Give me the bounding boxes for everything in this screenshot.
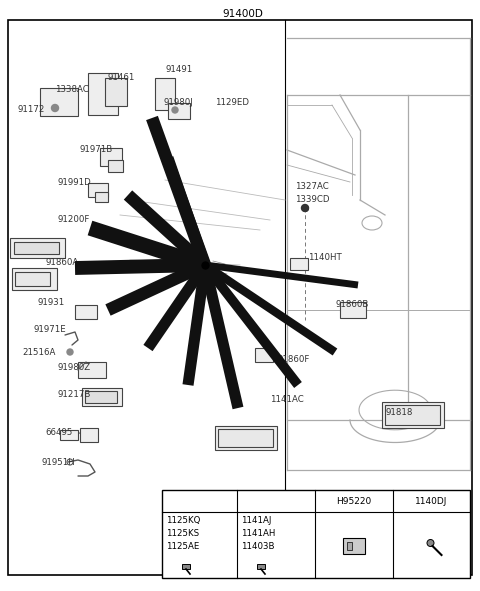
Bar [14, 242, 59, 254]
Bar [382, 402, 444, 428]
Bar [290, 258, 308, 270]
Text: 91172: 91172 [18, 105, 46, 114]
Text: 91860F: 91860F [278, 355, 311, 364]
Bar [78, 362, 106, 378]
Bar [255, 348, 273, 362]
Circle shape [427, 540, 434, 547]
Bar [347, 542, 352, 550]
Text: 66495: 66495 [45, 428, 72, 437]
Circle shape [301, 204, 309, 212]
Text: 91860A: 91860A [45, 258, 78, 267]
Text: 1339CD: 1339CD [295, 195, 329, 204]
FancyBboxPatch shape [343, 538, 365, 554]
Bar [80, 428, 98, 442]
Bar [10, 238, 65, 258]
Text: 91860B: 91860B [335, 300, 368, 309]
Bar [182, 564, 190, 569]
Bar [100, 148, 122, 166]
Text: 91818: 91818 [385, 408, 412, 417]
Text: 91980J: 91980J [163, 98, 193, 107]
Bar [88, 183, 108, 197]
Text: 91491: 91491 [165, 65, 192, 74]
Bar [85, 391, 117, 403]
Text: 91971E: 91971E [33, 325, 66, 334]
Bar [88, 73, 118, 115]
Bar [162, 490, 470, 578]
Circle shape [67, 349, 73, 355]
Bar [155, 78, 175, 110]
Bar [82, 388, 122, 406]
Text: 21516A: 21516A [22, 348, 55, 357]
Text: 91951H: 91951H [42, 458, 76, 467]
Bar [385, 405, 440, 425]
Text: H95220: H95220 [336, 496, 372, 505]
Text: 1140DJ: 1140DJ [415, 496, 448, 505]
Bar [15, 272, 50, 286]
Text: 91991D: 91991D [58, 178, 92, 187]
Circle shape [51, 105, 59, 112]
Text: 1140HT: 1140HT [308, 253, 342, 262]
Text: 1141AC: 1141AC [270, 395, 304, 404]
Text: 91931: 91931 [38, 298, 65, 307]
Bar [168, 103, 190, 119]
Bar [105, 78, 127, 106]
Text: 91217B: 91217B [58, 390, 91, 399]
Text: 91400D: 91400D [223, 9, 264, 19]
Text: 1338AC: 1338AC [55, 85, 89, 94]
Bar [40, 88, 78, 116]
Text: 91200F: 91200F [58, 215, 90, 224]
Text: 1141AJ
1141AH
11403B: 1141AJ 1141AH 11403B [241, 516, 276, 551]
Bar [257, 564, 265, 569]
Text: 91980Z: 91980Z [58, 363, 91, 372]
Bar [75, 305, 97, 319]
Bar [95, 192, 108, 202]
Bar [12, 268, 57, 290]
Text: 91971B: 91971B [80, 145, 113, 154]
Bar [215, 426, 277, 450]
Text: 1129ED: 1129ED [215, 98, 249, 107]
Bar [340, 302, 366, 318]
Circle shape [172, 107, 178, 113]
Text: 91461: 91461 [108, 73, 135, 82]
Text: 1327AC: 1327AC [295, 182, 329, 191]
Bar [108, 160, 123, 172]
Bar [218, 429, 273, 447]
Text: 1125KQ
1125KS
1125AE: 1125KQ 1125KS 1125AE [166, 516, 200, 551]
Bar [60, 430, 78, 440]
